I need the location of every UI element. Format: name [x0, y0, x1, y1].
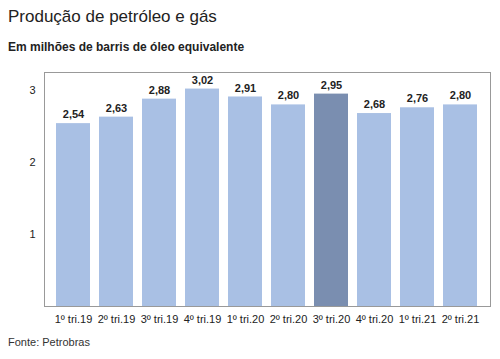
- svg-text:2,76: 2,76: [407, 92, 428, 104]
- html-text:Fonte: Petrobras: Fonte: Petrobras: [8, 336, 90, 348]
- html-text:Em milhões de barris de óleo e: Em milhões de barris de óleo equivalente: [8, 40, 245, 54]
- svg-text:3: 3: [29, 84, 35, 96]
- svg-text:2,68: 2,68: [364, 98, 385, 110]
- svg-text:2º tri.20: 2º tri.20: [270, 313, 308, 325]
- svg-text:2,80: 2,80: [278, 89, 299, 101]
- svg-text:1º tri.20: 1º tri.20: [227, 313, 265, 325]
- svg-text:2,95: 2,95: [321, 79, 342, 91]
- svg-text:1º tri.19: 1º tri.19: [55, 313, 93, 325]
- svg-text:2,54: 2,54: [63, 108, 85, 120]
- html-text:Produção de petróleo e gás: Produção de petróleo e gás: [8, 7, 217, 26]
- svg-text:4º tri.19: 4º tri.19: [184, 313, 222, 325]
- svg-text:2º tri.19: 2º tri.19: [98, 313, 136, 325]
- svg-text:1º tri.21: 1º tri.21: [399, 313, 437, 325]
- svg-text:4º tri.20: 4º tri.20: [356, 313, 394, 325]
- svg-text:3,02: 3,02: [192, 74, 213, 86]
- svg-text:2,88: 2,88: [149, 84, 170, 96]
- svg-text:2: 2: [29, 156, 35, 168]
- svg-text:1: 1: [29, 228, 35, 240]
- svg-text:2,80: 2,80: [450, 89, 471, 101]
- svg-text:3º tri.20: 3º tri.20: [313, 313, 351, 325]
- svg-text:2,63: 2,63: [106, 102, 127, 114]
- svg-text:2º tri.21: 2º tri.21: [442, 313, 480, 325]
- svg-text:3º tri.19: 3º tri.19: [141, 313, 179, 325]
- svg-text:2,91: 2,91: [235, 82, 256, 94]
